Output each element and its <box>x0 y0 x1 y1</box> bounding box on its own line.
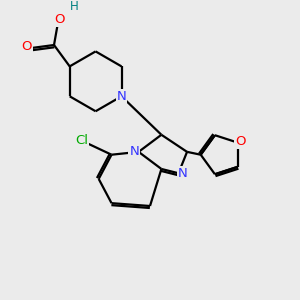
Text: O: O <box>236 135 246 148</box>
Text: O: O <box>22 40 32 53</box>
Text: O: O <box>55 13 65 26</box>
Text: N: N <box>117 90 126 103</box>
Text: N: N <box>178 167 188 180</box>
Text: H: H <box>70 0 78 13</box>
Text: N: N <box>130 146 139 158</box>
Text: Cl: Cl <box>75 134 88 147</box>
